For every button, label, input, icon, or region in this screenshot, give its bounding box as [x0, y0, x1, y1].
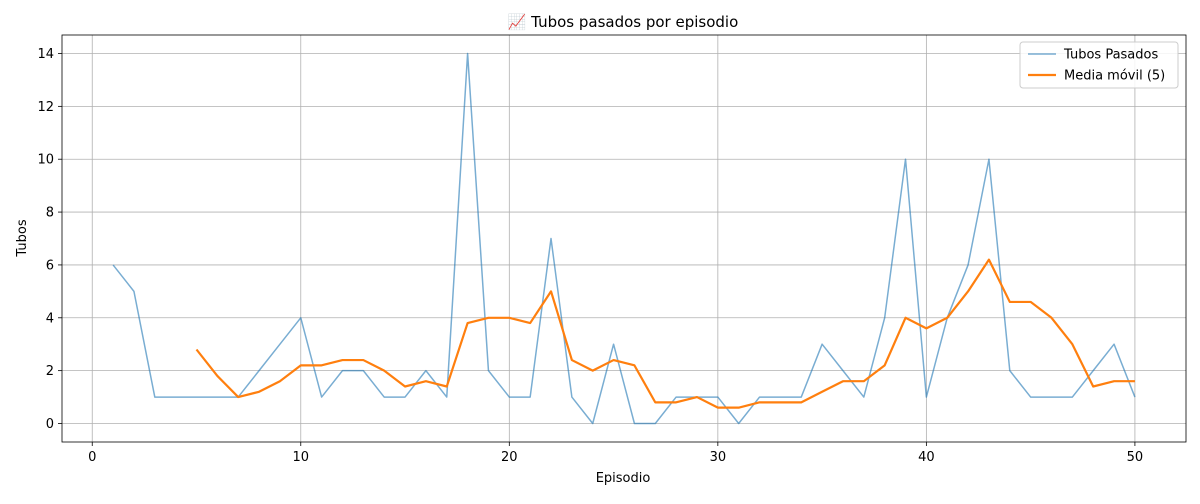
legend: Tubos Pasados Media móvil (5) — [1019, 41, 1179, 89]
series-line-media-movil — [195, 258, 1135, 409]
ticks: 0 10 20 30 40 50 0 2 4 6 8 10 12 14 — [37, 47, 1143, 465]
chart-title: 📈 Tubos pasados por episodio — [508, 13, 739, 31]
x-axis-label: Episodio — [596, 471, 651, 486]
legend-label: Media móvil (5) — [1064, 69, 1165, 84]
legend-box — [1019, 41, 1179, 89]
y-tick-label: 10 — [37, 153, 54, 168]
y-axis-label: Tubos — [15, 219, 30, 257]
y-tick-label: 6 — [46, 258, 54, 273]
y-tick-label: 2 — [46, 364, 54, 379]
x-tick-label: 0 — [88, 450, 96, 465]
series-line-tubos-pasados — [112, 52, 1136, 425]
legend-label: Tubos Pasados — [1063, 48, 1158, 63]
x-tick-label: 50 — [1127, 450, 1144, 465]
x-tick-label: 10 — [292, 450, 309, 465]
y-tick-label: 8 — [46, 206, 54, 221]
series-layer — [112, 52, 1136, 425]
y-tick-label: 0 — [46, 417, 54, 432]
y-tick-label: 14 — [37, 47, 54, 62]
x-tick-label: 30 — [710, 450, 727, 465]
plot-frame — [61, 34, 1187, 443]
y-tick-label: 12 — [37, 100, 54, 115]
x-tick-label: 20 — [501, 450, 518, 465]
x-tick-label: 40 — [918, 450, 935, 465]
y-tick-label: 4 — [46, 311, 54, 326]
